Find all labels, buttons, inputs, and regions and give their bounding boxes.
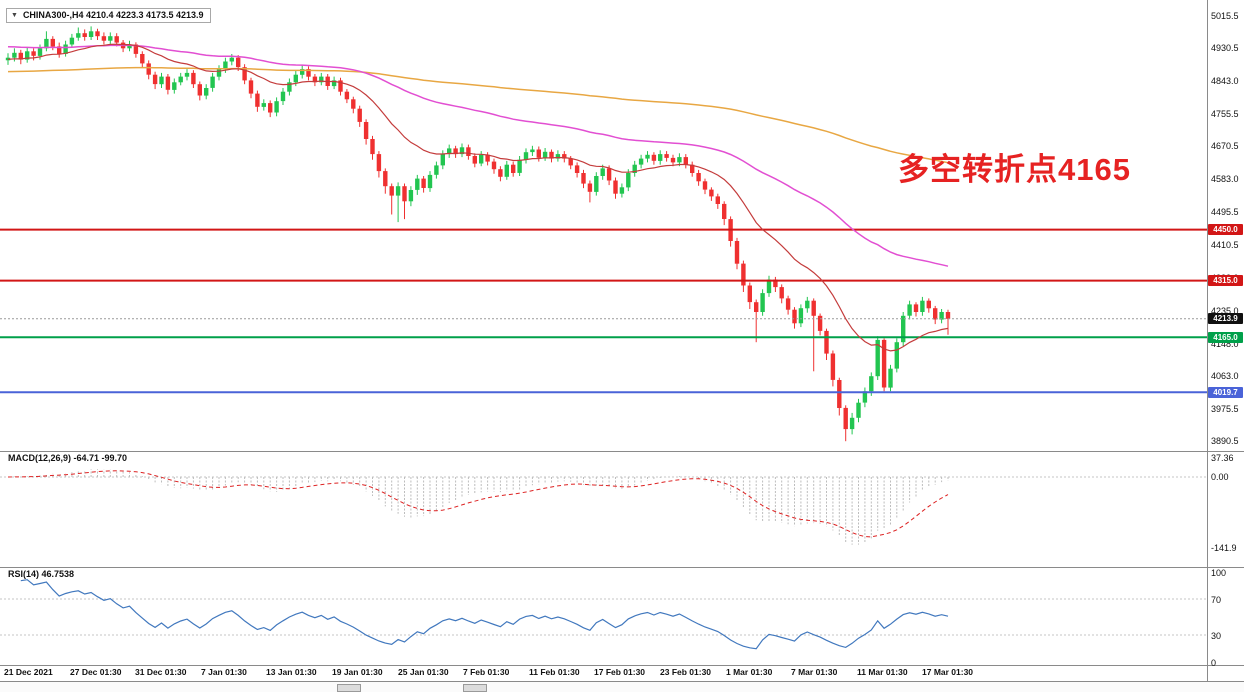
rsi-indicator-label: RSI(14) 46.7538 bbox=[8, 569, 75, 579]
symbol-ohlc-title: CHINA300-,H4 4210.4 4223.3 4173.5 4213.9 bbox=[22, 10, 204, 20]
bottom-bar bbox=[0, 682, 1244, 692]
horizontal-price-lines[interactable] bbox=[0, 228, 1207, 394]
ma-medium-line bbox=[7, 44, 949, 267]
rsi-line bbox=[20, 579, 949, 650]
chart-annotation: 多空转折点4165 bbox=[898, 152, 1131, 187]
macd-histogram bbox=[13, 469, 949, 545]
bottom-tab-2[interactable] bbox=[463, 684, 487, 692]
collapse-triangle-icon[interactable]: ▼ bbox=[11, 11, 18, 19]
ma-slow-line bbox=[7, 66, 949, 164]
macd-signal-line bbox=[7, 470, 949, 538]
candlesticks bbox=[5, 26, 951, 442]
macd-indicator-label: MACD(12,26,9) -64.71 -99.70 bbox=[8, 453, 128, 463]
ma-fast-line bbox=[7, 43, 949, 352]
symbol-title-box: ▼ CHINA300-,H4 4210.4 4223.3 4173.5 4213… bbox=[6, 8, 211, 23]
bottom-tab-1[interactable] bbox=[337, 684, 361, 692]
